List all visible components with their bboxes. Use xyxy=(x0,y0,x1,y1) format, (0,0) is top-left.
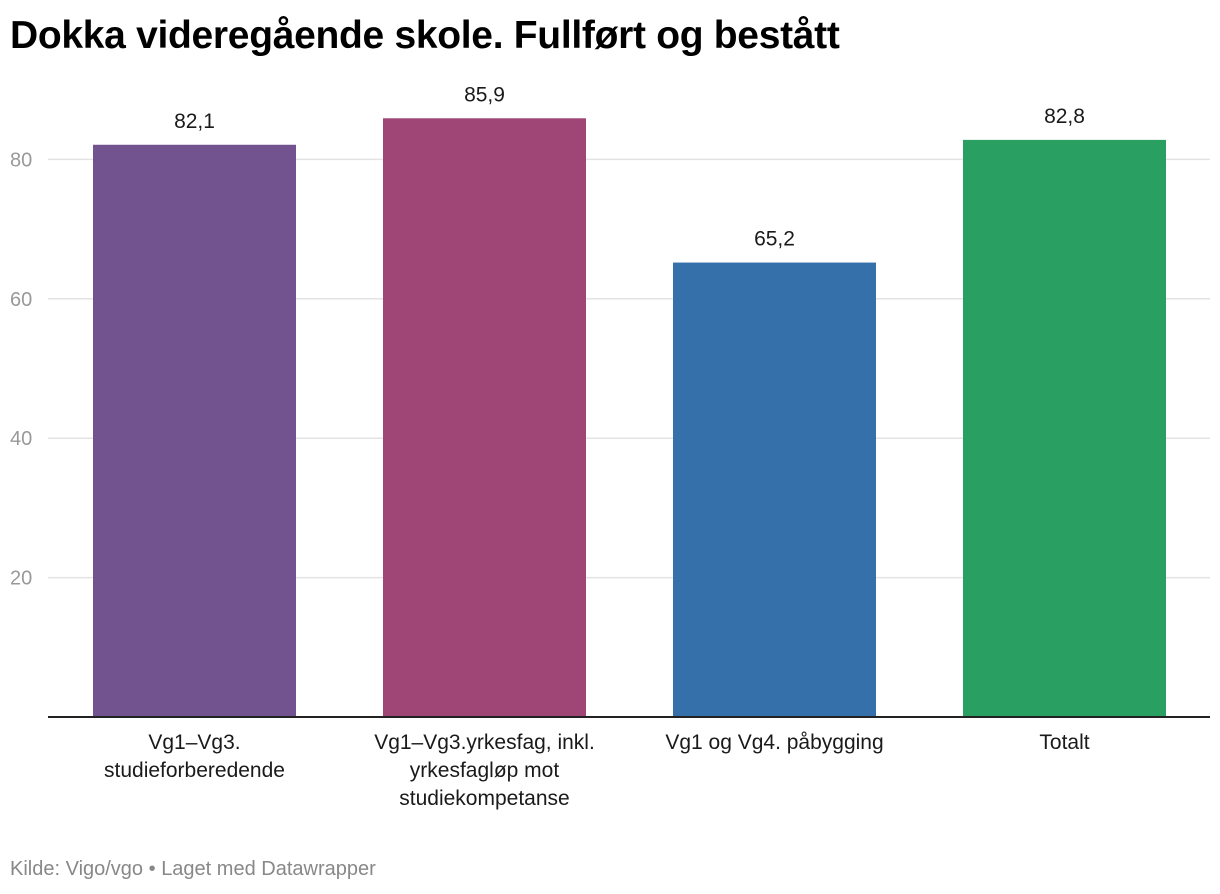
x-category-label-line: Vg1–Vg3. xyxy=(148,731,240,754)
value-label: 82,8 xyxy=(1044,105,1085,128)
value-label: 82,1 xyxy=(174,110,215,133)
value-label: 85,9 xyxy=(464,83,505,106)
chart-title: Dokka videregående skole. Fullført og be… xyxy=(10,14,840,57)
x-category-label-line: yrkesfagløp mot xyxy=(410,759,560,782)
x-category-label: Vg1 og Vg4. påbygging xyxy=(665,731,883,754)
bar xyxy=(963,139,1166,717)
x-category-label: Vg1–Vg3. studieforberedende xyxy=(104,731,285,782)
credit-text: Laget med Datawrapper xyxy=(161,858,376,880)
value-label: 65,2 xyxy=(754,228,795,251)
y-tick-label: 20 xyxy=(10,568,32,590)
x-category-label: Totalt xyxy=(1039,731,1089,754)
x-category-label-line: studieforberedende xyxy=(104,759,285,782)
bar xyxy=(673,262,876,717)
bar xyxy=(383,118,586,718)
x-category-label-line: Totalt xyxy=(1039,731,1089,754)
y-tick-label: 80 xyxy=(10,149,32,171)
bar xyxy=(93,144,296,717)
x-category-label-line: Vg1–Vg3.yrkesfag, inkl. xyxy=(374,731,595,754)
y-tick-label: 60 xyxy=(10,289,32,311)
y-tick-label: 40 xyxy=(10,428,32,450)
chart-footer: Kilde: Vigo/vgo • Laget med Datawrapper xyxy=(10,858,376,881)
x-category-label: Vg1–Vg3.yrkesfag, inkl. yrkesfagløp mot st… xyxy=(374,731,595,810)
source-text: Kilde: Vigo/vgo xyxy=(10,858,144,880)
footer-separator: • xyxy=(143,858,162,880)
x-category-label-line: studiekompetanse xyxy=(399,787,569,810)
x-category-label-line: Vg1 og Vg4. påbygging xyxy=(665,731,883,754)
